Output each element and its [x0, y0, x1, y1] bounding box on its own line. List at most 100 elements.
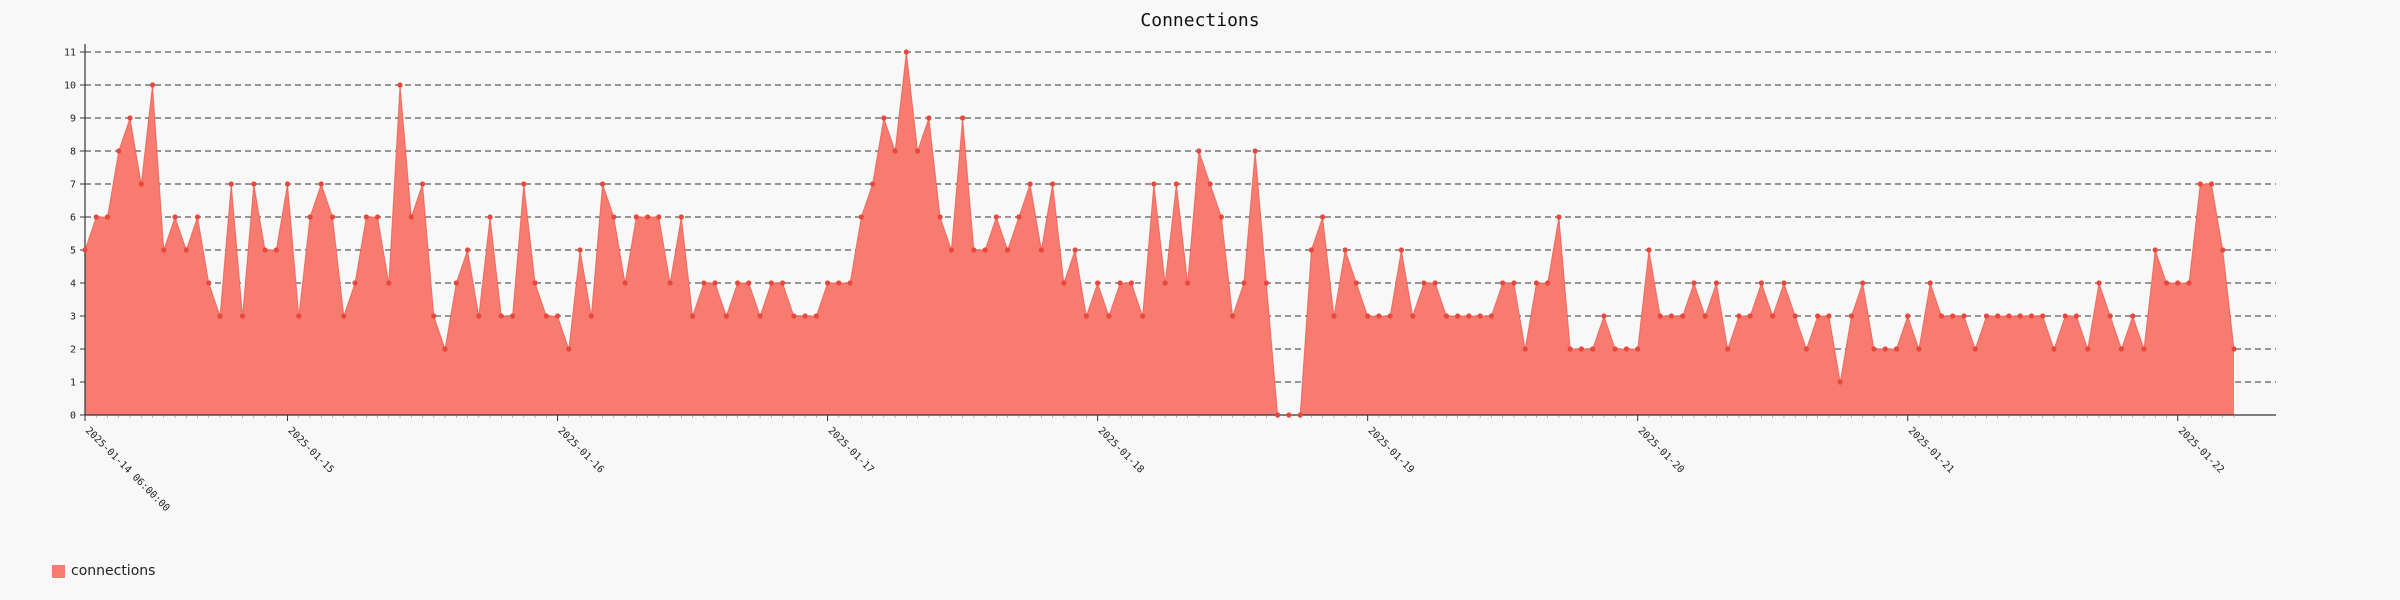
- data-point: [1421, 280, 1427, 286]
- data-point: [1016, 214, 1022, 220]
- data-point: [1927, 280, 1933, 286]
- legend: connections: [52, 563, 155, 579]
- data-point: [577, 247, 583, 253]
- data-point: [2017, 313, 2023, 319]
- data-point: [1095, 280, 1101, 286]
- data-point: [1443, 313, 1450, 319]
- y-tick-label-3: 3: [70, 312, 76, 323]
- legend-swatch: [52, 564, 65, 578]
- data-point: [667, 280, 673, 286]
- data-point: [82, 247, 88, 253]
- data-point: [689, 313, 696, 319]
- data-point: [1882, 346, 1888, 352]
- y-tick-label-9: 9: [70, 114, 76, 125]
- data-point: [1950, 313, 1956, 319]
- data-point: [453, 280, 459, 286]
- data-point: [476, 313, 482, 319]
- data-point: [532, 280, 538, 286]
- data-point: [746, 280, 752, 286]
- data-point: [2118, 346, 2125, 352]
- data-point: [397, 82, 403, 88]
- data-point: [2006, 313, 2012, 319]
- data-point: [543, 313, 549, 319]
- x-tick-label: 2025-01-16: [555, 425, 605, 475]
- data-point: [993, 214, 999, 220]
- data-point: [566, 346, 572, 352]
- data-point: [1207, 181, 1213, 187]
- data-point: [1500, 280, 1506, 286]
- data-point: [341, 313, 347, 319]
- data-point: [1725, 346, 1731, 352]
- data-point: [1815, 313, 1821, 319]
- data-point: [1983, 313, 1990, 319]
- data-point: [1151, 181, 1157, 187]
- data-point: [1938, 313, 1945, 319]
- data-point: [723, 313, 729, 319]
- data-point: [1916, 346, 1922, 352]
- data-point: [1196, 148, 1202, 154]
- data-point: [791, 313, 797, 319]
- data-point: [847, 280, 853, 286]
- x-tick-label: 2025-01-17: [825, 425, 875, 475]
- data-point: [138, 181, 144, 187]
- data-point: [1578, 346, 1585, 352]
- data-point: [1691, 280, 1697, 286]
- data-point: [2208, 181, 2215, 187]
- data-point: [1488, 313, 1495, 319]
- data-point: [1038, 247, 1044, 253]
- data-point: [2152, 247, 2158, 253]
- data-point: [431, 313, 437, 319]
- data-point: [813, 313, 819, 319]
- y-tick-label-10: 10: [64, 81, 76, 92]
- data-point: [1230, 313, 1236, 319]
- data-point: [1702, 313, 1708, 319]
- data-point: [1320, 214, 1326, 220]
- data-point: [633, 214, 639, 220]
- data-point: [318, 181, 324, 187]
- y-tick-label-11: 11: [64, 48, 76, 59]
- data-point: [2051, 346, 2057, 352]
- data-point: [228, 181, 234, 187]
- data-point: [1297, 412, 1303, 418]
- data-point: [2141, 346, 2147, 352]
- data-point: [296, 313, 302, 319]
- y-tick-label-5: 5: [70, 246, 76, 257]
- data-point: [1466, 313, 1472, 319]
- data-point: [2130, 313, 2136, 319]
- data-point: [284, 181, 291, 187]
- data-point: [93, 214, 99, 220]
- data-point: [1308, 247, 1314, 253]
- data-point: [1286, 412, 1292, 418]
- data-point: [1128, 280, 1134, 286]
- data-point: [521, 181, 527, 187]
- data-point: [262, 247, 268, 253]
- data-point: [1083, 313, 1089, 319]
- x-tick-label: 2025-01-15: [285, 425, 335, 475]
- data-point: [701, 280, 707, 286]
- data-point: [892, 148, 898, 154]
- data-point: [363, 214, 369, 220]
- x-axis-ticks: 2025-01-14 06:00:00 2025-01-15 2025-01-16 2…: [83, 415, 2235, 514]
- data-point: [509, 313, 516, 319]
- chart-title: Connections: [1140, 10, 1259, 31]
- data-point: [1410, 313, 1416, 319]
- x-tick-label: 2025-01-19: [1366, 425, 1416, 475]
- data-point: [1792, 313, 1798, 319]
- data-point: [1072, 247, 1078, 253]
- data-point: [768, 280, 774, 286]
- data-point: [599, 181, 606, 187]
- data-point: [419, 181, 426, 187]
- data-point: [554, 313, 561, 319]
- data-point: [408, 214, 414, 220]
- data-point: [1905, 313, 1911, 319]
- data-point: [1848, 313, 1855, 319]
- data-point: [2231, 346, 2237, 352]
- data-point: [1027, 181, 1033, 187]
- data-point: [2107, 313, 2113, 319]
- data-point: [307, 214, 313, 220]
- data-point: [644, 214, 651, 220]
- y-tick-label-6: 6: [70, 213, 76, 224]
- data-point: [858, 214, 864, 220]
- data-point: [802, 313, 808, 319]
